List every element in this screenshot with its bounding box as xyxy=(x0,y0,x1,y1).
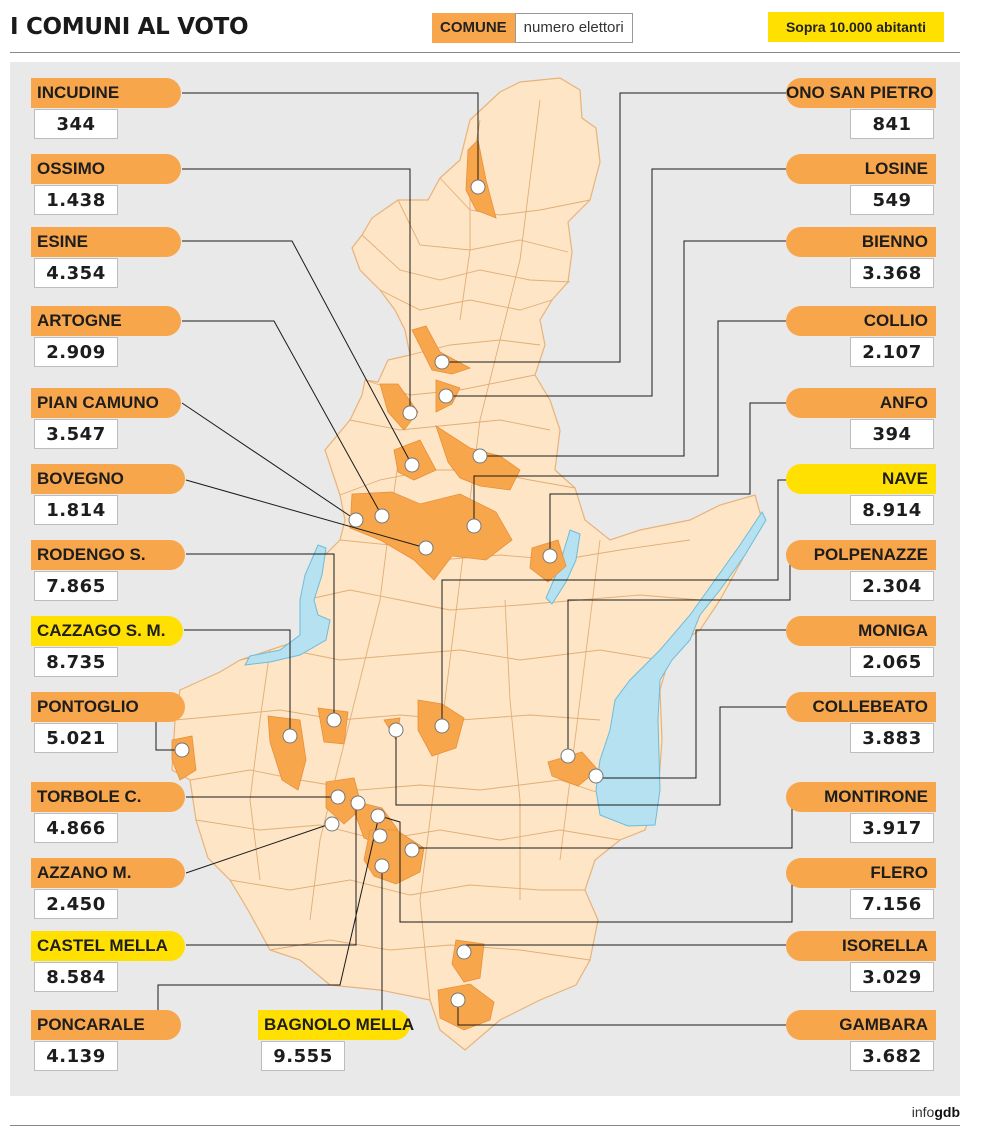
marker-bienno xyxy=(472,448,488,464)
marker-isorella xyxy=(456,944,472,960)
marker-torbole xyxy=(330,789,346,805)
marker-moniga xyxy=(588,768,604,784)
value-ossimo: 1.438 xyxy=(34,185,118,215)
label-ono-san-pietro: ONO SAN PIETRO xyxy=(786,78,936,108)
label-losine: LOSINE xyxy=(786,154,936,184)
value-ono-san-pietro: 841 xyxy=(850,109,934,139)
value-castel-mella: 8.584 xyxy=(34,962,118,992)
value-bovegno: 1.814 xyxy=(34,495,118,525)
label-rodengo-s: RODENGO S. xyxy=(31,540,185,570)
province-shape xyxy=(171,77,763,1051)
value-incudine: 344 xyxy=(34,109,118,139)
value-collio: 2.107 xyxy=(850,337,934,367)
comune-markers xyxy=(174,179,604,1008)
legend-comune-swatch: COMUNE xyxy=(432,13,515,43)
value-poncarale: 4.139 xyxy=(34,1041,118,1071)
value-bienno: 3.368 xyxy=(850,258,934,288)
marker-esine xyxy=(404,457,420,473)
marker-anfo xyxy=(542,548,558,564)
value-polpenazze: 2.304 xyxy=(850,571,934,601)
value-artogne: 2.909 xyxy=(34,337,118,367)
footer-rule xyxy=(10,1125,960,1126)
label-gambara: GAMBARA xyxy=(786,1010,936,1040)
value-gambara: 3.682 xyxy=(850,1041,934,1071)
value-moniga: 2.065 xyxy=(850,647,934,677)
label-nave: NAVE xyxy=(786,464,936,494)
label-azzano-m: AZZANO M. xyxy=(31,858,185,888)
value-nave: 8.914 xyxy=(850,495,934,525)
page-title: I COMUNI AL VOTO xyxy=(10,14,249,40)
value-rodengo-s: 7.865 xyxy=(34,571,118,601)
value-pontoglio: 5.021 xyxy=(34,723,118,753)
label-cazzago-s-m: CAZZAGO S. M. xyxy=(31,616,183,646)
marker-artogne xyxy=(374,508,390,524)
label-bovegno: BOVEGNO xyxy=(31,464,185,494)
label-bienno: BIENNO xyxy=(786,227,936,257)
marker-collebeato xyxy=(388,722,404,738)
label-polpenazze: POLPENAZZE xyxy=(786,540,936,570)
label-collio: COLLIO xyxy=(786,306,936,336)
label-pontoglio: PONTOGLIO xyxy=(31,692,185,722)
marker-polpenazze xyxy=(560,748,576,764)
value-azzano-m: 2.450 xyxy=(34,889,118,919)
marker-incudine xyxy=(470,179,486,195)
marker-pontoglio xyxy=(174,742,190,758)
label-ossimo: OSSIMO xyxy=(31,154,181,184)
label-incudine: INCUDINE xyxy=(31,78,181,108)
label-moniga: MONIGA xyxy=(786,616,936,646)
marker-collio xyxy=(466,518,482,534)
marker-azzano xyxy=(324,816,340,832)
value-pian-camuno: 3.547 xyxy=(34,419,118,449)
legend: COMUNE numero elettori xyxy=(432,12,633,44)
marker-montirone xyxy=(404,842,420,858)
value-esine: 4.354 xyxy=(34,258,118,288)
value-flero: 7.156 xyxy=(850,889,934,919)
label-bagnolo-mella: BAGNOLO MELLA xyxy=(258,1010,414,1040)
label-poncarale: PONCARALE xyxy=(31,1010,181,1040)
marker-bagnolo-mella xyxy=(374,858,390,874)
marker-bovegno xyxy=(418,540,434,556)
marker-poncarale xyxy=(372,828,388,844)
value-torbole-c: 4.866 xyxy=(34,813,118,843)
credit-pre: info xyxy=(911,1104,935,1120)
lake-iseo xyxy=(244,544,331,666)
marker-pian-camuno xyxy=(348,512,364,528)
value-montirone: 3.917 xyxy=(850,813,934,843)
label-castel-mella: CASTEL MELLA xyxy=(31,931,185,961)
label-pian-camuno: PIAN CAMUNO xyxy=(31,388,181,418)
header-rule xyxy=(10,52,960,53)
label-esine: ESINE xyxy=(31,227,181,257)
legend-elettori-swatch: numero elettori xyxy=(514,13,633,43)
lake-garda xyxy=(595,511,767,827)
label-anfo: ANFO xyxy=(786,388,936,418)
label-montirone: MONTIRONE xyxy=(786,782,936,812)
marker-rodengo xyxy=(326,712,342,728)
marker-cazzago xyxy=(282,728,298,744)
marker-ono-san-pietro xyxy=(434,354,450,370)
marker-gambara xyxy=(450,992,466,1008)
label-artogne: ARTOGNE xyxy=(31,306,181,336)
value-collebeato: 3.883 xyxy=(850,723,934,753)
label-isorella: ISORELLA xyxy=(786,931,936,961)
label-collebeato: COLLEBEATO xyxy=(786,692,936,722)
marker-ossimo xyxy=(402,405,418,421)
value-isorella: 3.029 xyxy=(850,962,934,992)
value-cazzago-s-m: 8.735 xyxy=(34,647,118,677)
value-losine: 549 xyxy=(850,185,934,215)
value-bagnolo-mella: 9.555 xyxy=(261,1041,345,1071)
marker-castel-mella xyxy=(350,795,366,811)
label-flero: FLERO xyxy=(786,858,936,888)
credit-brand: gdb xyxy=(934,1104,960,1120)
marker-losine xyxy=(438,388,454,404)
marker-flero xyxy=(370,808,386,824)
value-anfo: 394 xyxy=(850,419,934,449)
marker-nave xyxy=(434,718,450,734)
legend-sopra-swatch: Sopra 10.000 abitanti xyxy=(768,12,944,42)
credit: infogdb xyxy=(912,1104,960,1120)
label-torbole-c: TORBOLE C. xyxy=(31,782,185,812)
